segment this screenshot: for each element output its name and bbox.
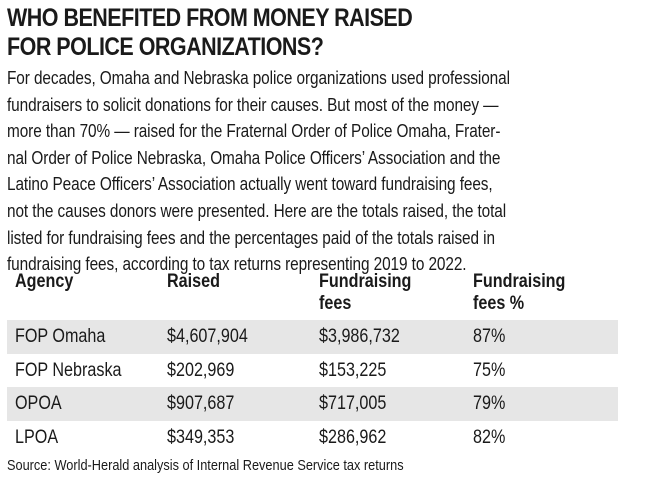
- table-cell: 82%: [473, 426, 506, 448]
- table-row: FOP Omaha $4,607,904 $3,986,732 87%: [7, 320, 618, 354]
- table-cell: LPOA: [15, 426, 59, 448]
- column-header: Agency: [15, 271, 73, 293]
- table-row: LPOA $349,353 $286,962 82%: [7, 421, 618, 455]
- title: WHO BENEFITED FROM MONEY RAISED FOR POLI…: [7, 4, 413, 62]
- table-cell: $3,986,732: [319, 326, 400, 347]
- table-cell: 75%: [473, 359, 506, 381]
- table-cell: OPOA: [15, 393, 62, 414]
- table-row: FOP Nebraska $202,969 $153,225 75%: [7, 354, 618, 388]
- table-cell: 79%: [473, 393, 506, 414]
- table-cell: FOP Nebraska: [15, 359, 122, 381]
- intro-line: For decades, Omaha and Nebraska police o…: [7, 67, 510, 88]
- table-cell: $153,225: [319, 359, 387, 381]
- column-header-line: Raised: [167, 271, 220, 292]
- intro-line: nal Order of Police Nebraska, Omaha Poli…: [7, 146, 501, 168]
- table-header: Agency Raised Fundraising fees Fundraising fe…: [7, 268, 618, 320]
- intro-line: Latino Peace Officers’ Association actua…: [7, 173, 493, 195]
- table-cell: $4,607,904: [167, 326, 248, 347]
- table-cell: FOP Omaha: [15, 326, 106, 347]
- intro-line: more than 70% — raised for the Fraternal…: [7, 120, 501, 142]
- table-row: OPOA $907,687 $717,005 79%: [7, 387, 618, 421]
- title-line: WHO BENEFITED FROM MONEY RAISED: [7, 4, 413, 32]
- column-header: Raised: [167, 271, 220, 293]
- table-cell: $286,962: [319, 426, 387, 448]
- table-cell: $349,353: [167, 426, 235, 448]
- column-header-line: Fundraising: [319, 271, 412, 292]
- column-header-line: fees: [319, 293, 352, 314]
- table-cell: 87%: [473, 326, 506, 347]
- table-cell: $202,969: [167, 359, 235, 381]
- column-header: Fundraising fees %: [473, 271, 565, 315]
- data-table: Agency Raised Fundraising fees Fundraising fe…: [7, 268, 618, 454]
- column-header-line: Agency: [15, 271, 74, 292]
- title-line: FOR POLICE ORGANIZATIONS?: [7, 33, 324, 61]
- column-header-line: Fundraising: [473, 271, 566, 292]
- intro-line: fundraising fees, according to tax retur…: [7, 253, 467, 275]
- table-cell: $717,005: [319, 393, 387, 414]
- table-cell: $907,687: [167, 393, 235, 414]
- source-note: Source: World-Herald analysis of Interna…: [7, 457, 404, 474]
- column-header-line: fees %: [473, 293, 525, 314]
- intro-line: listed for fundraising fees and the perc…: [7, 226, 495, 248]
- column-header: Fundraising fees: [319, 271, 411, 315]
- intro-line: fundraisers to solicit donations for the…: [7, 93, 499, 115]
- intro-text: For decades, Omaha and Nebraska police o…: [7, 65, 613, 278]
- intro-line: not the causes donors were presented. He…: [7, 199, 507, 221]
